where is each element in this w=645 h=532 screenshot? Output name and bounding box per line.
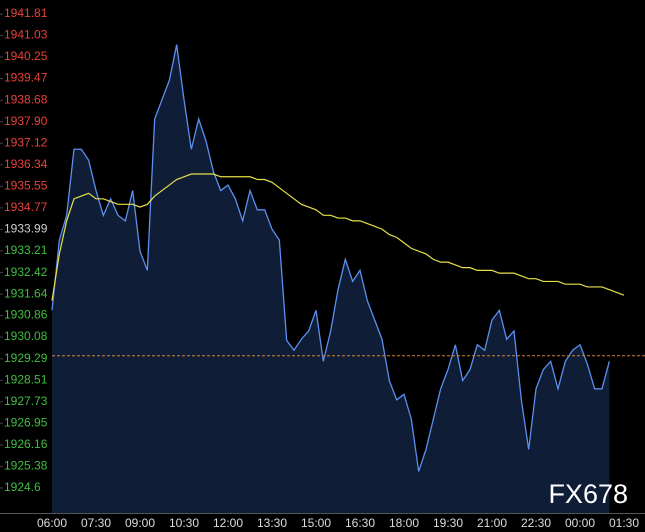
y-tick-label: 1939.47 [4,71,48,85]
y-tick-label: 1941.03 [4,28,48,42]
x-tick-label: 10:30 [169,516,199,530]
y-tick-label: 1933.21 [4,243,48,257]
y-tick-label: 1924.6 [4,480,41,494]
watermark: FX678 [548,479,628,509]
y-tick-label: 1938.68 [4,92,48,106]
y-tick-label: 1941.81 [4,6,48,20]
x-tick-label: 13:30 [257,516,287,530]
y-tick-label: 1925.38 [4,459,48,473]
y-tick-label: 1930.08 [4,329,48,343]
y-tick-label: 1927.73 [4,394,48,408]
series-line [51,44,610,472]
x-tick-label: 16:30 [345,516,375,530]
y-tick-label: 1928.51 [4,372,48,386]
y-tick-label: 1930.86 [4,308,48,322]
y-tick-label: 1937.12 [4,135,48,149]
y-tick-label: 1932.42 [4,265,48,279]
x-tick-label: 06:00 [37,516,67,530]
x-tick-label: 12:00 [213,516,243,530]
y-tick-label: 1935.55 [4,179,48,193]
y-tick-label: 1936.34 [4,157,48,171]
series-line [51,173,625,301]
x-tick-label: 01:30 [609,516,639,530]
x-tick-label: 09:00 [125,516,155,530]
x-tick-label: 19:30 [433,516,463,530]
x-tick-label: 15:00 [301,516,331,530]
y-tick-label: 1926.95 [4,415,48,429]
y-tick-label: 1937.90 [4,114,48,128]
x-tick-label: 00:00 [565,516,595,530]
x-tick-label: 21:00 [477,516,507,530]
y-tick-label: 1926.16 [4,437,48,451]
x-tick-label: 18:00 [389,516,419,530]
y-tick-label: 1933.99 [4,222,48,236]
price-area [52,44,610,513]
y-tick-label: 1934.77 [4,200,48,214]
y-tick-label: 1931.64 [4,286,48,300]
x-tick-label: 22:30 [521,516,551,530]
y-tick-label: 1940.25 [4,49,48,63]
x-tick-label: 07:30 [81,516,111,530]
y-tick-label: 1929.29 [4,351,48,365]
